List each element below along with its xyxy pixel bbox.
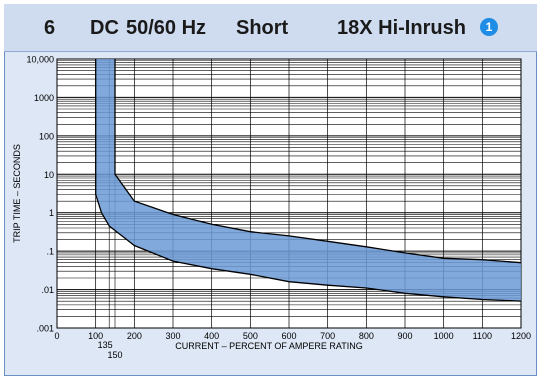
trip-band-fill: [95, 59, 521, 302]
y-axis-label: TRIP TIME – SECONDS: [12, 144, 22, 243]
x-tick-label-135: 135: [98, 340, 113, 350]
y-tick-label: .001: [36, 324, 54, 334]
y-tick-label: .01: [41, 285, 54, 295]
x-tick-label: 300: [165, 331, 180, 341]
x-tick-label: 100: [88, 331, 103, 341]
x-tick-label: 0: [54, 331, 59, 341]
x-tick-label: 400: [204, 331, 219, 341]
header-frequency: 50/60 Hz: [126, 17, 207, 39]
x-tick-label: 200: [127, 331, 142, 341]
x-tick-label: 800: [359, 331, 374, 341]
header-number: 6: [44, 17, 56, 39]
y-tick-label: 1000: [34, 93, 54, 103]
x-tick-label-150: 150: [107, 350, 122, 360]
chart-header: 6 DC 50/60 Hz Short 18X Hi-Inrush 1: [4, 4, 537, 52]
x-tick-label: 700: [320, 331, 335, 341]
x-tick-label: 1100: [473, 331, 492, 341]
y-tick-label: 10: [44, 170, 54, 180]
x-tick-label: 600: [281, 331, 296, 341]
header-dc: DC: [90, 17, 119, 39]
x-tick-label: 900: [397, 331, 412, 341]
y-tick-label: 1: [49, 208, 54, 218]
note-badge: 1: [480, 18, 498, 36]
y-tick-label: 100: [39, 131, 54, 141]
trip-band-upper-curve: [114, 59, 522, 264]
y-tick-label: .1: [46, 247, 54, 257]
x-tick-label: 1200: [511, 331, 531, 341]
y-tick-label: 10,000: [26, 55, 54, 65]
x-tick-label: 500: [243, 331, 258, 341]
header-delay: Short: [236, 17, 289, 39]
trip-band-lower-curve: [95, 59, 522, 302]
x-axis-label: CURRENT – PERCENT OF AMPERE RATING: [175, 341, 363, 351]
x-tick-label: 1000: [434, 331, 454, 341]
header-inrush: 18X Hi-Inrush: [337, 17, 466, 39]
